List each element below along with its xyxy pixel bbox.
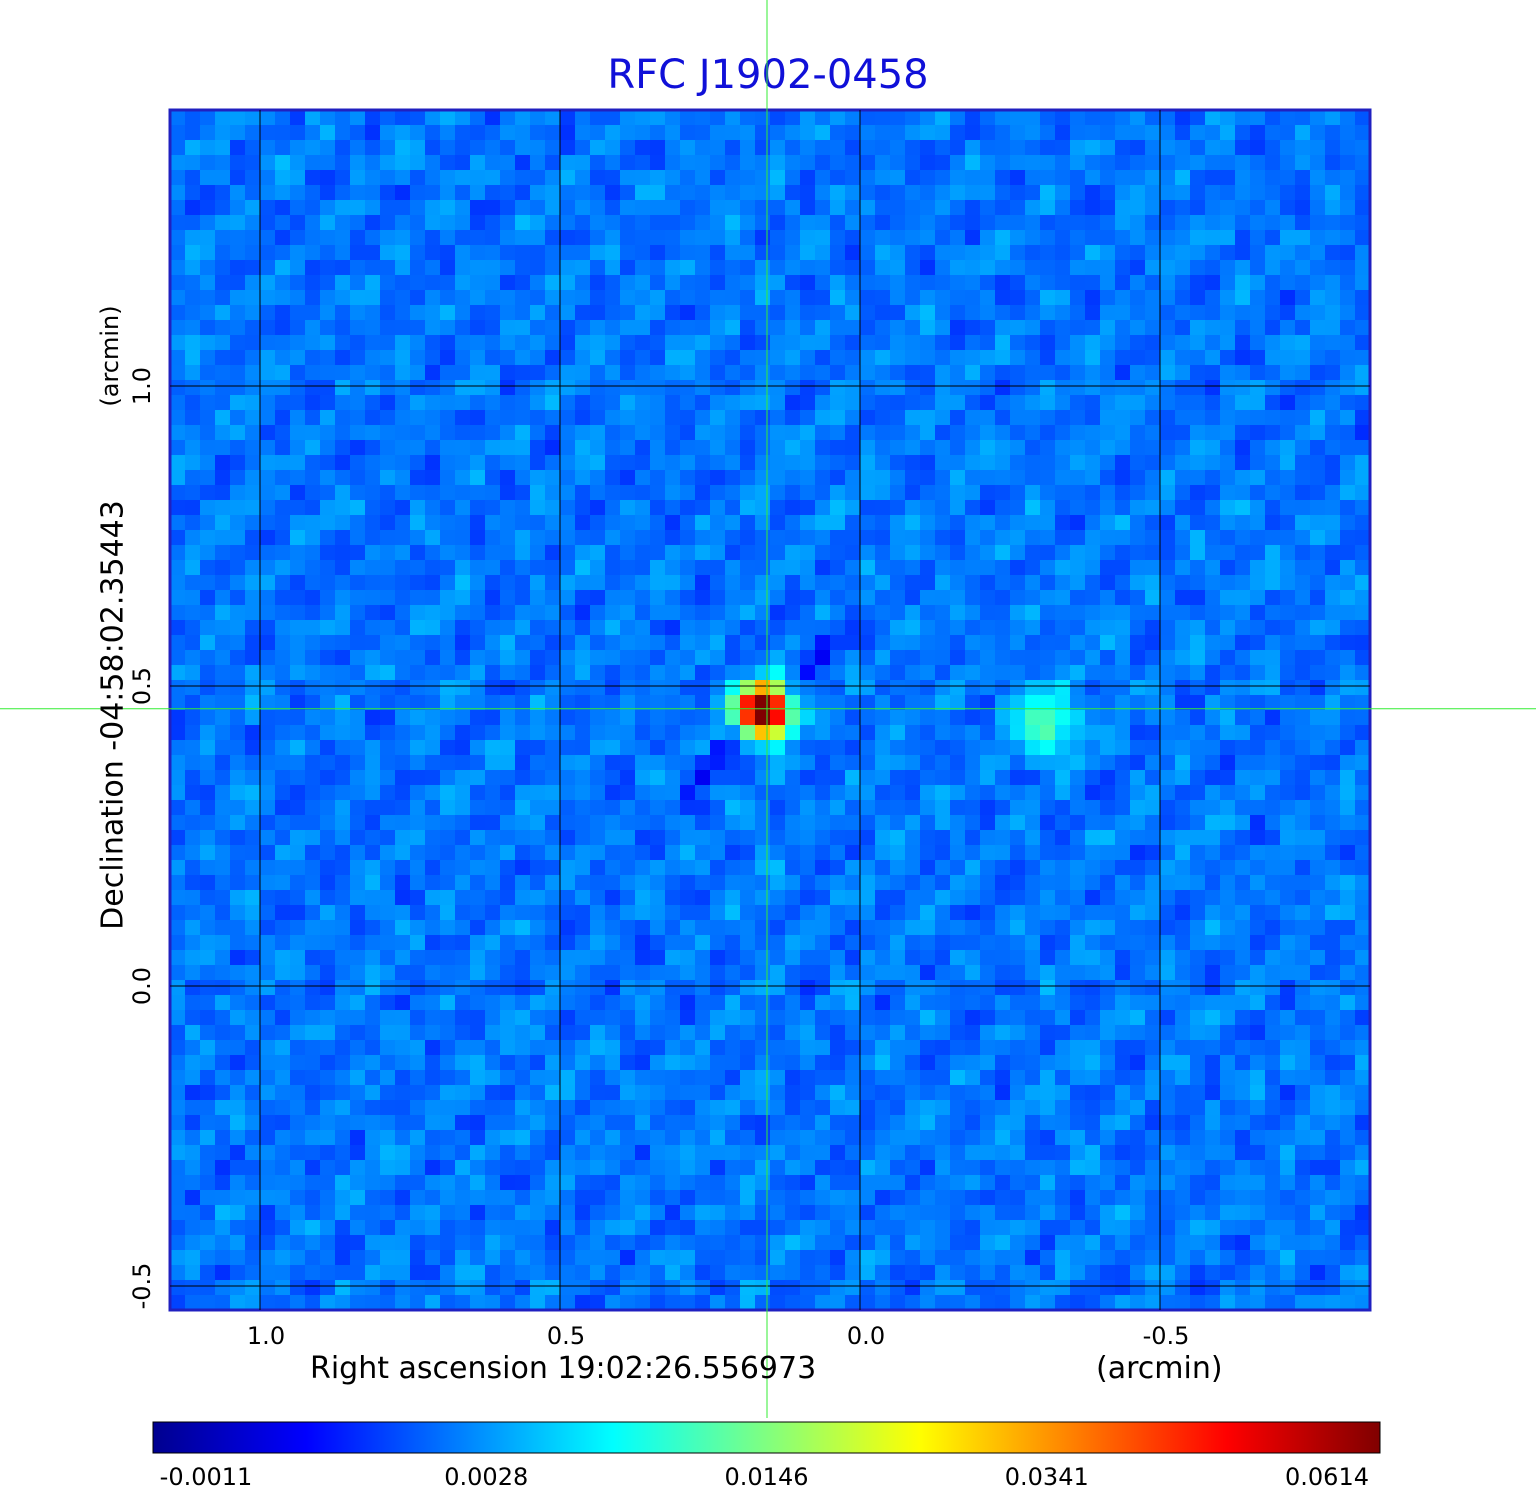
colorbar-tick-label-1: 0.0028: [444, 1463, 529, 1491]
x-axis-unit: (arcmin): [1096, 1351, 1223, 1386]
x-tick-label-0: 1.0: [246, 1322, 286, 1350]
colorbar-tick-label-4: 0.0614: [1285, 1463, 1369, 1491]
y-axis-label: Declination -04:58:02.35443: [96, 500, 131, 930]
y-axis-label-wrap: Declination -04:58:02.35443: [93, 290, 133, 1140]
heatmap-image: [170, 110, 1370, 1310]
colorbar: [152, 1421, 1381, 1454]
x-tick-label-2: 0.0: [846, 1322, 886, 1350]
y-tick-label-3: -0.5: [128, 1262, 156, 1310]
colorbar-tick-label-0: -0.0011: [159, 1463, 253, 1491]
y-tick-label-1: 0.5: [128, 666, 156, 706]
colorbar-tick-label-3: 0.0341: [1004, 1463, 1089, 1491]
chart-title: RFC J1902-0458: [607, 52, 929, 98]
y-tick-label-0: 1.0: [128, 366, 156, 406]
grid-lines: [170, 110, 1370, 1310]
x-tick-label-1: 0.5: [546, 1322, 586, 1350]
colorbar-tick-label-2: 0.0146: [724, 1463, 809, 1491]
y-axis-unit: (arcmin): [96, 305, 124, 407]
x-axis-label: Right ascension 19:02:26.556973: [310, 1351, 817, 1386]
y-axis-label-text: Declination -04:58:02.35443: [95, 500, 131, 930]
x-tick-label-3: -0.5: [1142, 1322, 1190, 1350]
y-tick-label-2: 0.0: [128, 966, 156, 1006]
plot-frame: [168, 108, 1372, 1312]
crosshair: [0, 0, 1536, 1418]
